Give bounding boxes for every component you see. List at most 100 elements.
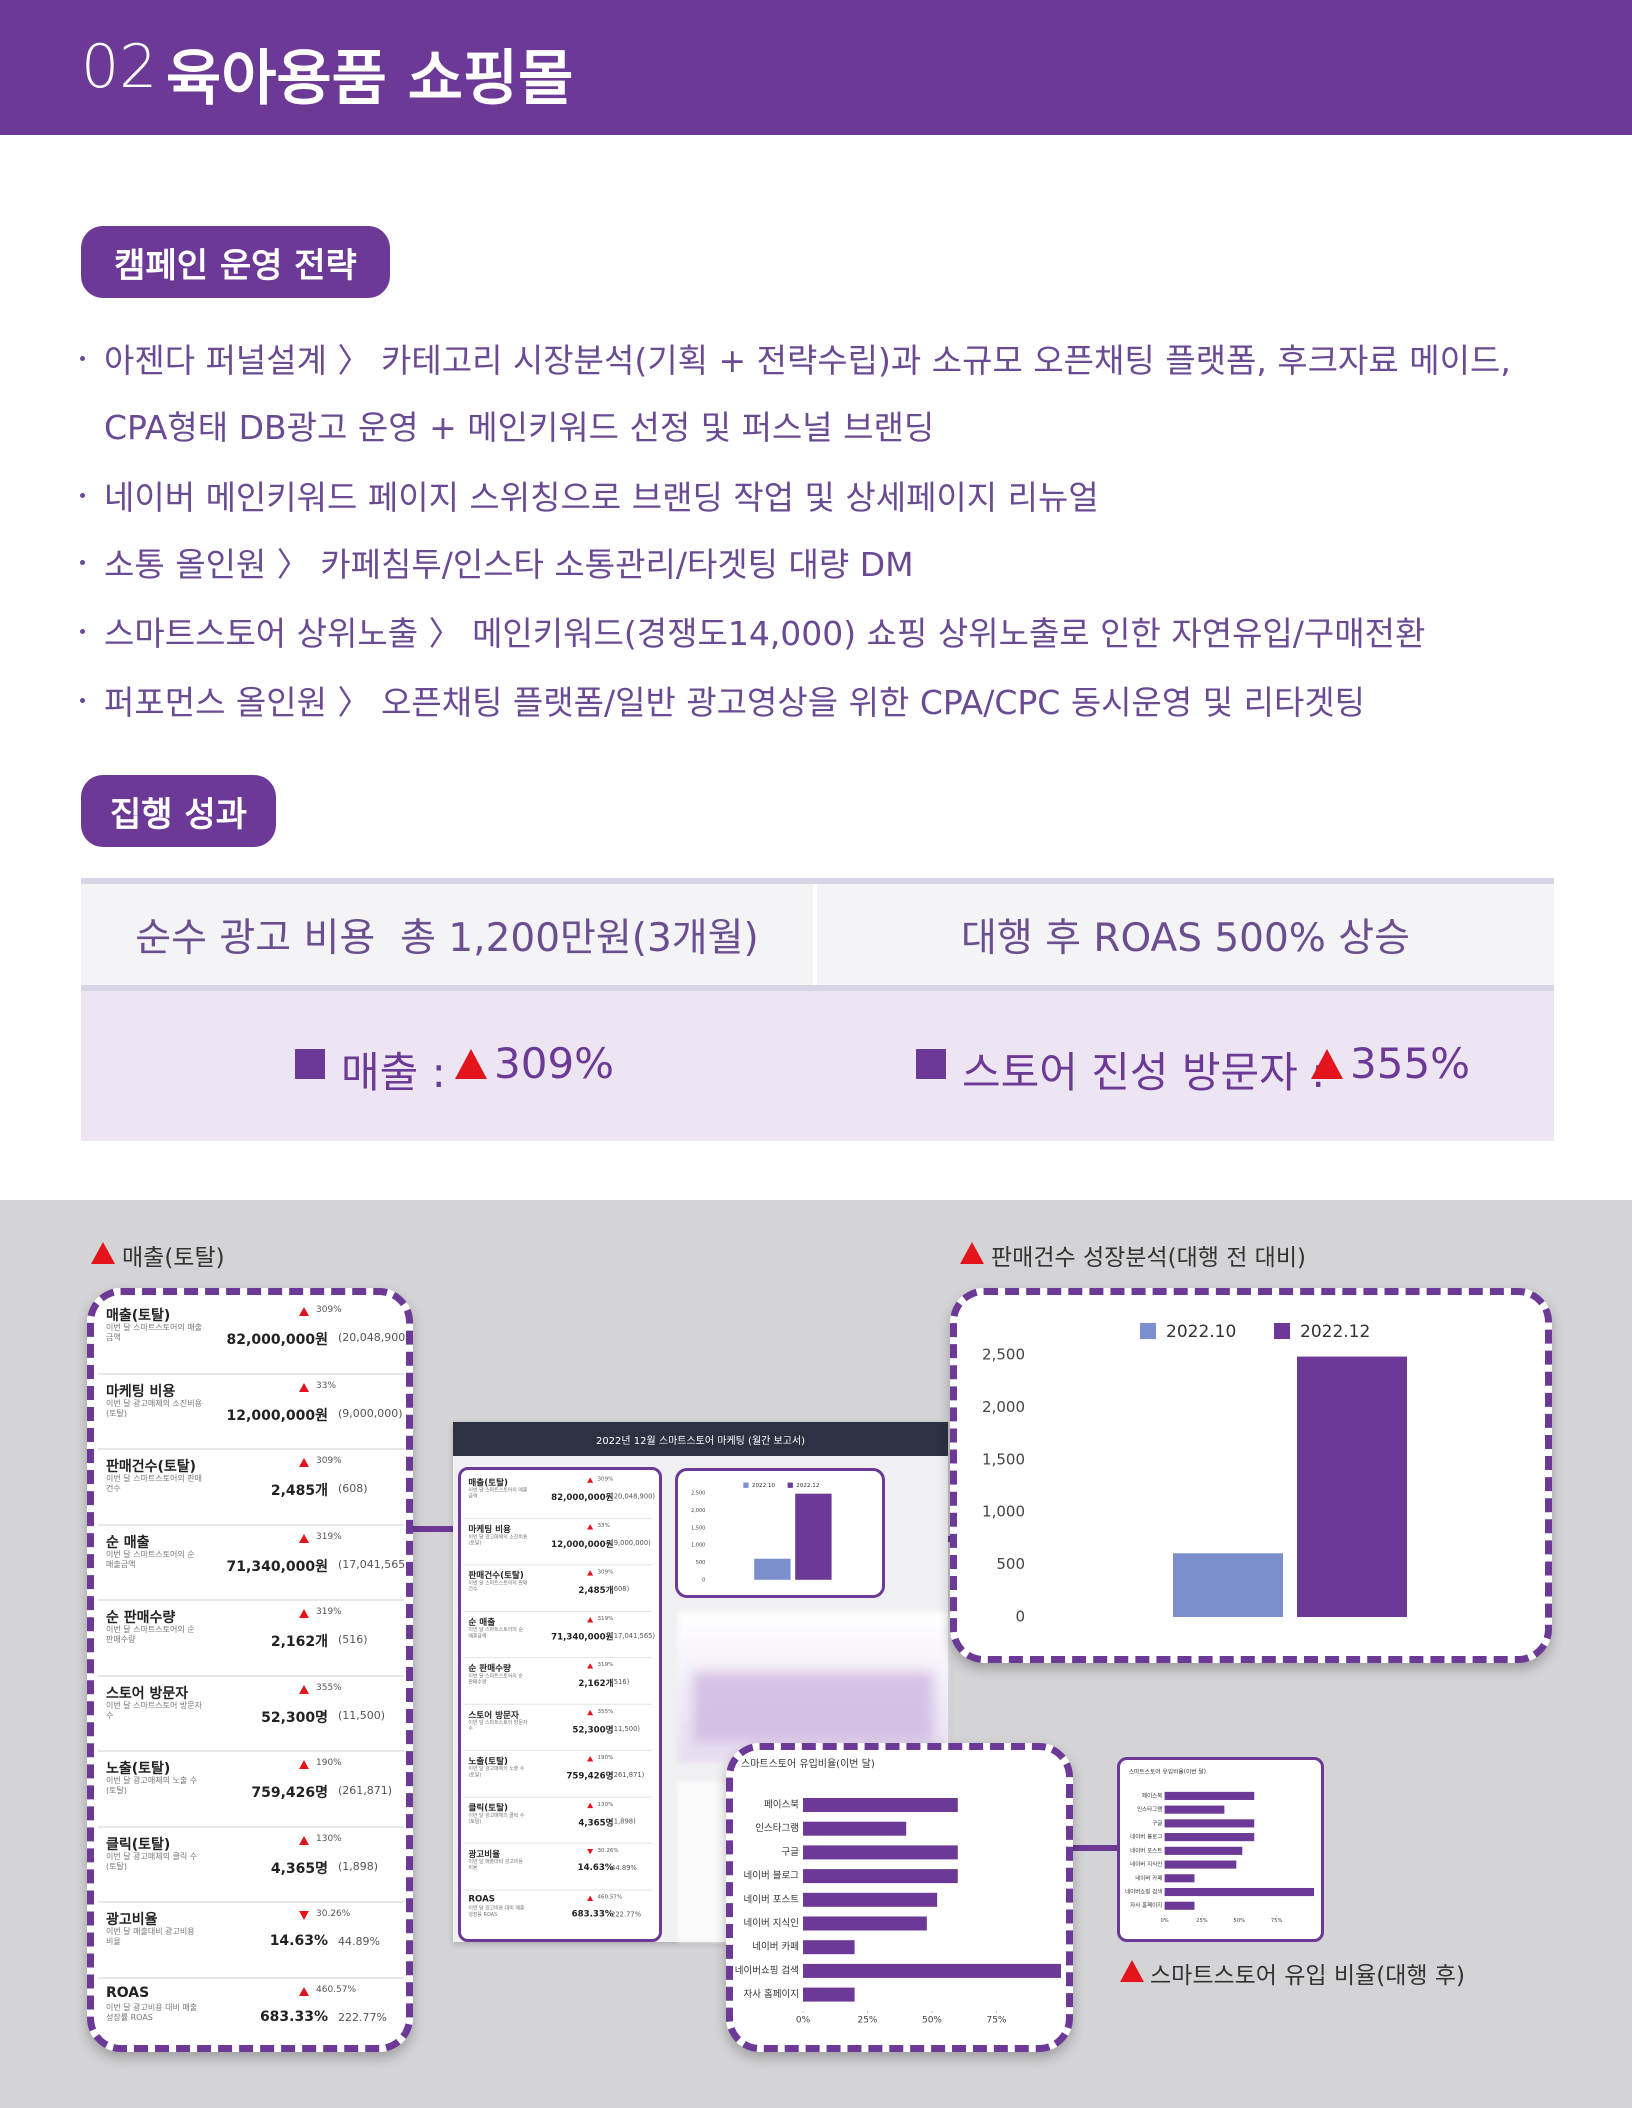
legend-label: 2022.10: [1166, 1322, 1236, 1342]
row-divider: [463, 1564, 652, 1566]
trend-up: [587, 1755, 594, 1762]
metric-desc: 이번 달 광고매체의 소진비용(토탈): [468, 1533, 528, 1546]
bar: [1164, 1887, 1315, 1897]
visitors-label: 스토어 진성 방문자 :: [962, 1048, 1326, 1097]
legend-label: 2022.12: [1300, 1322, 1370, 1342]
metric-value: 759,426명: [251, 1785, 328, 1801]
report-title: 2022년 12월 스마트스토어 마케팅 (월간 보고서): [453, 1422, 948, 1456]
metric-name: 광고비율: [106, 1912, 158, 1928]
metric-card: 매출(토탈) 이번 달 스마트스토어의 매출금액 82,000,000원 309% (2…: [87, 1288, 413, 2052]
y-category-label: 구글: [1152, 1820, 1162, 1827]
metric-value: 14.63%: [269, 1933, 328, 1949]
bullet-text: 네이버 메인키워드 페이지 스위칭으로 브랜딩 작업 및 상세페이지 리뉴얼: [104, 478, 1099, 517]
metric-name: 판매건수(토탈): [106, 1459, 197, 1475]
bar: [803, 1963, 1061, 1978]
bar: [1164, 1874, 1195, 1883]
trend-up: [587, 1802, 594, 1808]
bullet-dot: [80, 698, 85, 703]
metric-previous: (17,041,565): [611, 1631, 656, 1640]
x-tick-label: 50%: [1234, 1918, 1246, 1924]
metric-name: 스토어 방문자: [468, 1710, 519, 1720]
metric-previous: (261,871): [338, 1784, 393, 1797]
bar: [803, 1845, 958, 1860]
row-divider: [463, 1656, 652, 1659]
metric-previous: (516): [611, 1677, 630, 1686]
metric-previous: (9,000,000): [611, 1538, 651, 1547]
trend-arrow: [299, 1684, 309, 1694]
metric-desc: 이번 달 스마트스토어의 순 판매수량: [106, 1625, 195, 1644]
y-tick-label: 1,000: [982, 1503, 1025, 1521]
trend-up: [299, 1986, 309, 1996]
mini-metric-list: 매출(토탈) 이번 달 스마트스토어의 매출금액 82,000,000원 309% (2…: [458, 1467, 662, 1942]
trend-up: [587, 1523, 594, 1530]
y-category-label: 자사 홈페이지: [744, 1988, 799, 2000]
bar-chart: 2022.10 2022.12 0 500 1,000 1,500 2,000 2,500: [982, 1322, 1407, 1626]
metric-name: ROAS: [468, 1894, 495, 1904]
y-category-label: 네이버 블로그: [744, 1871, 800, 1882]
bar: [1173, 1553, 1283, 1617]
results-heading: 집행 성과: [81, 775, 276, 847]
y-category-label: 네이버쇼핑 검색: [735, 1964, 799, 1976]
cost-cell: 순수 광고 비용 총 1,200만원(3개월): [81, 884, 813, 985]
strategy-heading: 캠페인 운영 전략: [81, 226, 390, 298]
bar: [803, 1869, 958, 1884]
row-divider: [463, 1749, 652, 1752]
trend-arrow: [587, 1755, 594, 1762]
row-divider: [463, 1842, 652, 1844]
metric-desc: 이번 달 스마트스토어의 판매건수: [468, 1580, 528, 1592]
trend-up: [299, 1835, 309, 1845]
bullet-text: 스마트스토어 상위노출 〉 메인키워드(경쟁도14,000) 쇼핑 상위노출로 …: [104, 614, 1426, 653]
metric-name: 매출(토탈): [468, 1477, 508, 1488]
metric-value: 52,300명: [261, 1709, 328, 1726]
metric-value: 2,485개: [270, 1483, 328, 1499]
metric-name: 매출(토탈): [106, 1308, 171, 1324]
row-divider: [98, 1372, 404, 1375]
metric-previous: (9,000,000): [338, 1406, 403, 1420]
up-arrow: [455, 1049, 487, 1079]
metric-change: 33%: [316, 1380, 337, 1391]
row-divider: [98, 1750, 404, 1752]
metric-value: 683.33%: [571, 1908, 614, 1919]
square-marker: [295, 1049, 325, 1079]
metric-previous: 44.89%: [611, 1863, 637, 1872]
y-tick-label: 500: [696, 1560, 705, 1566]
bullet-text: 아젠다 퍼널설계 〉 카테고리 시장분석(기획 + 전략수립)과 소규모 오픈채…: [104, 341, 1511, 380]
blurred-area: [693, 1672, 933, 1742]
row-divider: [463, 1703, 652, 1705]
metric-name: ROAS: [106, 1984, 150, 2001]
mini-inflow-card: 스마트스토어 유입비율(이번 달) 페이스북 인스타그램 구글 네이버 블로그 네이버 포…: [1117, 1757, 1324, 1942]
bullet-dot: [80, 493, 85, 498]
metric-name: 스토어 방문자: [106, 1685, 189, 1702]
row-divider: [98, 1448, 404, 1450]
metric-value: 14.63%: [577, 1862, 614, 1873]
metric-previous: (516): [338, 1633, 368, 1646]
legend-swatch: [1140, 1323, 1156, 1339]
metric-value: 4,365명: [578, 1817, 614, 1828]
y-category-label: 인스타그램: [1137, 1805, 1162, 1813]
trend-arrow: [587, 1477, 594, 1483]
bar: [803, 1987, 855, 2002]
y-tick-label: 1,500: [982, 1450, 1025, 1468]
trend-up: [299, 1307, 309, 1316]
metric-name: 판매건수(토탈): [468, 1570, 524, 1581]
bar: [803, 1821, 907, 1836]
metric-previous: (1,898): [611, 1817, 636, 1826]
bar: [803, 1940, 855, 1955]
metric-desc: 이번 달 광고비용 대비 매출 성장률 ROAS: [106, 2002, 198, 2022]
inflow-card: 스마트스토어 유입비율(이번 달) 페이스북 인스타그램 구글 네이버 블로그 네이버 포…: [726, 1743, 1073, 2052]
bar: [1164, 1805, 1225, 1814]
y-tick-label: 2,000: [982, 1398, 1025, 1416]
caption-arrow: [1120, 1960, 1144, 1982]
metric-previous: (608): [611, 1585, 630, 1593]
trend-up: [587, 1616, 594, 1623]
x-tick-label: 0%: [796, 2016, 811, 2026]
y-tick-label: 2,500: [691, 1491, 705, 1497]
metric-change: 30.26%: [597, 1847, 619, 1854]
trend-arrow: [587, 1663, 594, 1669]
x-tick-label: 25%: [1196, 1918, 1208, 1924]
x-tick-label: 50%: [922, 2016, 942, 2026]
metric-change: 355%: [316, 1682, 342, 1693]
metric-name: 순 판매수량: [468, 1663, 511, 1674]
caption-arrow: [960, 1242, 984, 1264]
